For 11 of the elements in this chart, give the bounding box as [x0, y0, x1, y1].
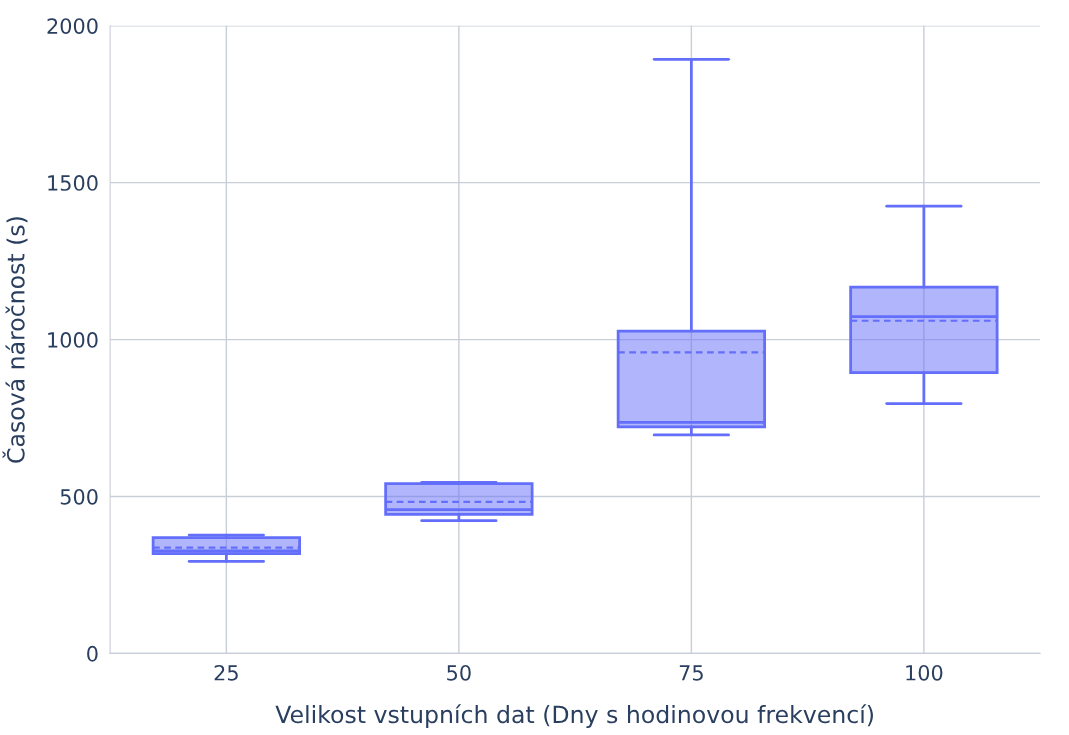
- x-tick-label: 100: [906, 664, 943, 681]
- y-tick-label: 0: [87, 645, 98, 662]
- y-tick-label: 2000: [47, 18, 98, 34]
- x-tick-label: 50: [447, 664, 471, 681]
- y-tick-label: 1500: [48, 175, 98, 191]
- y-tick-label: 500: [60, 488, 98, 505]
- x-axis-title: Velikost vstupních dat (Dny s hodinovou frekvencí): [275, 704, 873, 728]
- y-tick-label: 1000: [48, 332, 98, 348]
- x-tick-label: 25: [214, 664, 238, 681]
- y-axis-title: Časová náročnost (s): [2, 217, 28, 463]
- x-tick-label: 75: [679, 665, 703, 681]
